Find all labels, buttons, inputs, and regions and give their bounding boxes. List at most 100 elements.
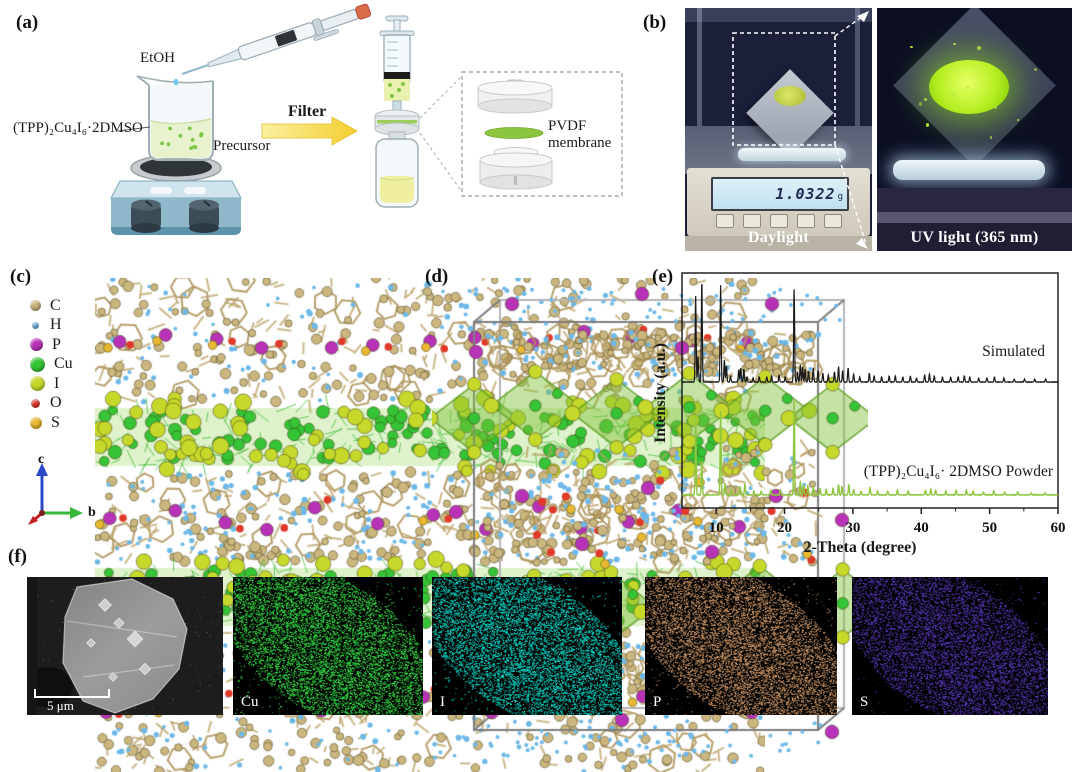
balance-base xyxy=(685,236,872,251)
legend-label: H xyxy=(50,316,62,334)
callout-line-top xyxy=(419,75,463,119)
axis-c-label: c xyxy=(38,452,45,467)
eds-map-cu: Cu xyxy=(233,577,423,715)
hotplate-knob-left xyxy=(131,199,161,233)
eds-map-canvas xyxy=(852,577,1048,715)
glass-edge-right xyxy=(855,8,860,173)
legend-label: Cu xyxy=(54,355,73,373)
powder-speck xyxy=(1034,67,1038,72)
eds-map-i-label: I xyxy=(440,694,445,710)
zoom-callout-overlay xyxy=(732,11,869,249)
xrd-chart: 10 20 30 40 50 60 xyxy=(681,272,1066,536)
balance-shield-frame xyxy=(685,8,872,22)
membrane-callout-box xyxy=(461,71,623,197)
simulated-trace-label: Simulated xyxy=(982,343,1045,360)
panel-a-label: (a) xyxy=(16,12,39,33)
scale-bar xyxy=(34,689,110,698)
atom-legend: C H P Cu I O S xyxy=(30,296,73,433)
precursor-label: Precursor xyxy=(213,138,271,154)
svg-text:50: 50 xyxy=(982,520,997,536)
atom-swatch-s xyxy=(30,416,42,429)
daylight-caption: Daylight xyxy=(747,229,810,246)
balance-unit: g xyxy=(837,192,843,202)
daylight-photo: 1.0322 g Daylight xyxy=(685,8,872,251)
balance-button xyxy=(716,214,734,228)
balance-button xyxy=(797,214,815,228)
legend-label: P xyxy=(52,335,61,353)
eds-map-i: I xyxy=(432,577,622,715)
pan-glow-strip xyxy=(893,160,1045,180)
hotplate-knob-right xyxy=(189,199,219,233)
pipette-icon xyxy=(181,3,372,75)
balance-display: 1.0322 g xyxy=(711,177,849,211)
legend-item-p: P xyxy=(30,335,73,355)
powder-speck xyxy=(988,63,991,66)
etoh-drop xyxy=(173,78,179,86)
pan-reflection-strip xyxy=(738,148,846,161)
powder-speck xyxy=(942,77,945,80)
pvdf-membrane-shape xyxy=(484,127,544,139)
filter-holder-bottom xyxy=(479,147,553,190)
legend-item-i: I xyxy=(30,374,73,394)
atom-swatch-o xyxy=(31,398,40,408)
powder-specks xyxy=(877,8,1072,188)
powder-uv xyxy=(929,60,1009,114)
svg-text:60: 60 xyxy=(1051,520,1066,536)
svg-text:10: 10 xyxy=(709,520,724,536)
powder-speck xyxy=(952,42,956,46)
pvdf-membrane-label: PVDF membrane xyxy=(548,118,612,152)
balance-reading: 1.0322 xyxy=(775,185,836,203)
powder-speck xyxy=(910,45,913,49)
powder-speck xyxy=(952,93,956,97)
sem-image: 5 μm xyxy=(27,577,223,715)
x-axis-title: 2-Theta (degree) xyxy=(803,539,917,556)
powder-speck xyxy=(1016,118,1020,122)
balance-button xyxy=(743,214,761,228)
legend-item-s: S xyxy=(30,413,73,433)
eds-map-canvas xyxy=(645,577,837,715)
glass-edge-left xyxy=(697,8,702,173)
sem-canvas xyxy=(27,577,223,715)
uv-photo: UV light (365 nm) xyxy=(877,8,1072,251)
powder-speck xyxy=(925,122,930,127)
panel-c-label: (c) xyxy=(10,266,32,287)
scale-bar-label: 5 μm xyxy=(47,698,74,713)
panel-b-label: (b) xyxy=(643,12,667,33)
legend-label: I xyxy=(54,374,60,392)
axis-b-label: b xyxy=(88,505,96,520)
atom-swatch-p xyxy=(30,338,43,352)
balance-button xyxy=(770,214,788,228)
eds-map-p: P xyxy=(645,577,837,715)
eds-map-canvas xyxy=(432,577,622,715)
legend-item-o: O xyxy=(30,394,73,414)
balance-buttons xyxy=(716,214,842,228)
powder-speck xyxy=(975,65,979,68)
filter-holder-top xyxy=(477,79,553,114)
uv-bench-dark xyxy=(877,223,1072,251)
uv-bench-band xyxy=(877,188,1072,212)
legend-label: C xyxy=(50,296,61,314)
legend-item-h: H xyxy=(30,316,73,336)
powder-speck xyxy=(923,97,927,101)
eds-map-s-label: S xyxy=(860,694,869,710)
powder-daylight xyxy=(774,86,806,106)
filter-label: Filter xyxy=(288,103,327,120)
eds-map-canvas xyxy=(233,577,423,715)
y-axis-title: Intensity (a.u.) xyxy=(652,343,669,444)
figure-page: { "figure": { "panels": { "a": { "label"… xyxy=(8,3,1072,772)
compound-label: (TPP)₂Cu₄I₆·2DMSO xyxy=(13,120,143,136)
powder-speck xyxy=(976,46,981,50)
compound-pointer-line xyxy=(117,126,151,132)
callout-line-bottom xyxy=(419,132,463,193)
panel-e-label: (e) xyxy=(652,266,674,287)
eds-map-s: S xyxy=(852,577,1048,715)
uv-bench-band-light xyxy=(877,212,1072,223)
powder-speck xyxy=(975,98,979,102)
powder-speck xyxy=(918,102,922,106)
uv-caption: UV light (365 nm) xyxy=(910,229,1039,246)
legend-label: S xyxy=(51,413,60,431)
filter-arrow xyxy=(261,116,358,146)
svg-text:40: 40 xyxy=(914,520,929,536)
svg-text:30: 30 xyxy=(845,520,860,536)
atom-swatch-c xyxy=(30,300,41,312)
